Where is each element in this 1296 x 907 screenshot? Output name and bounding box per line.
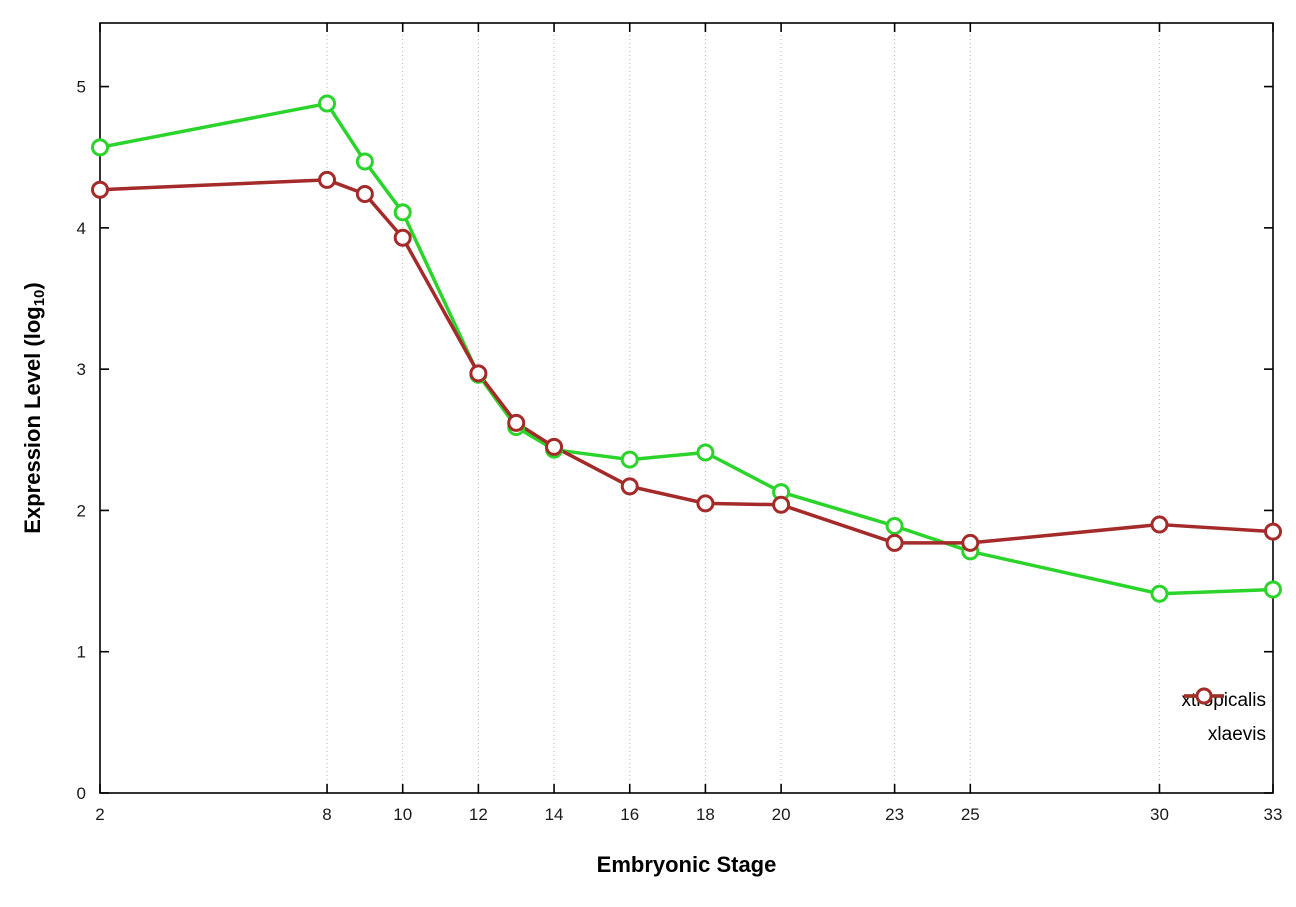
svg-text:0: 0 (77, 784, 86, 803)
svg-text:20: 20 (772, 805, 791, 824)
svg-text:30: 30 (1150, 805, 1169, 824)
svg-text:25: 25 (961, 805, 980, 824)
svg-text:10: 10 (393, 805, 412, 824)
svg-text:1: 1 (77, 643, 86, 662)
svg-text:18: 18 (696, 805, 715, 824)
svg-text:23: 23 (885, 805, 904, 824)
y-axis-title: Expression Level (log10) (20, 282, 48, 533)
svg-text:3: 3 (77, 360, 86, 379)
legend-label-xlaevis: xlaevis (1207, 724, 1266, 745)
svg-text:2: 2 (77, 501, 86, 520)
svg-text:14: 14 (545, 805, 564, 824)
y-axis-title-subscript: 10 (31, 289, 49, 307)
svg-text:16: 16 (620, 805, 639, 824)
svg-text:8: 8 (322, 805, 331, 824)
svg-text:5: 5 (77, 78, 86, 97)
svg-text:4: 4 (77, 219, 86, 238)
legend: xtropicalis xlaevis (1182, 686, 1266, 750)
svg-text:12: 12 (469, 805, 488, 824)
svg-text:2: 2 (95, 805, 104, 824)
svg-text:33: 33 (1264, 805, 1283, 824)
y-axis-title-main: Expression Level (log (19, 306, 45, 534)
legend-item-xlaevis: xlaevis (1183, 687, 1266, 750)
y-axis-title-close: ) (19, 282, 45, 290)
x-axis-title: Embryonic Stage (596, 852, 777, 877)
legend-swatch-xlaevis (1183, 687, 1224, 705)
